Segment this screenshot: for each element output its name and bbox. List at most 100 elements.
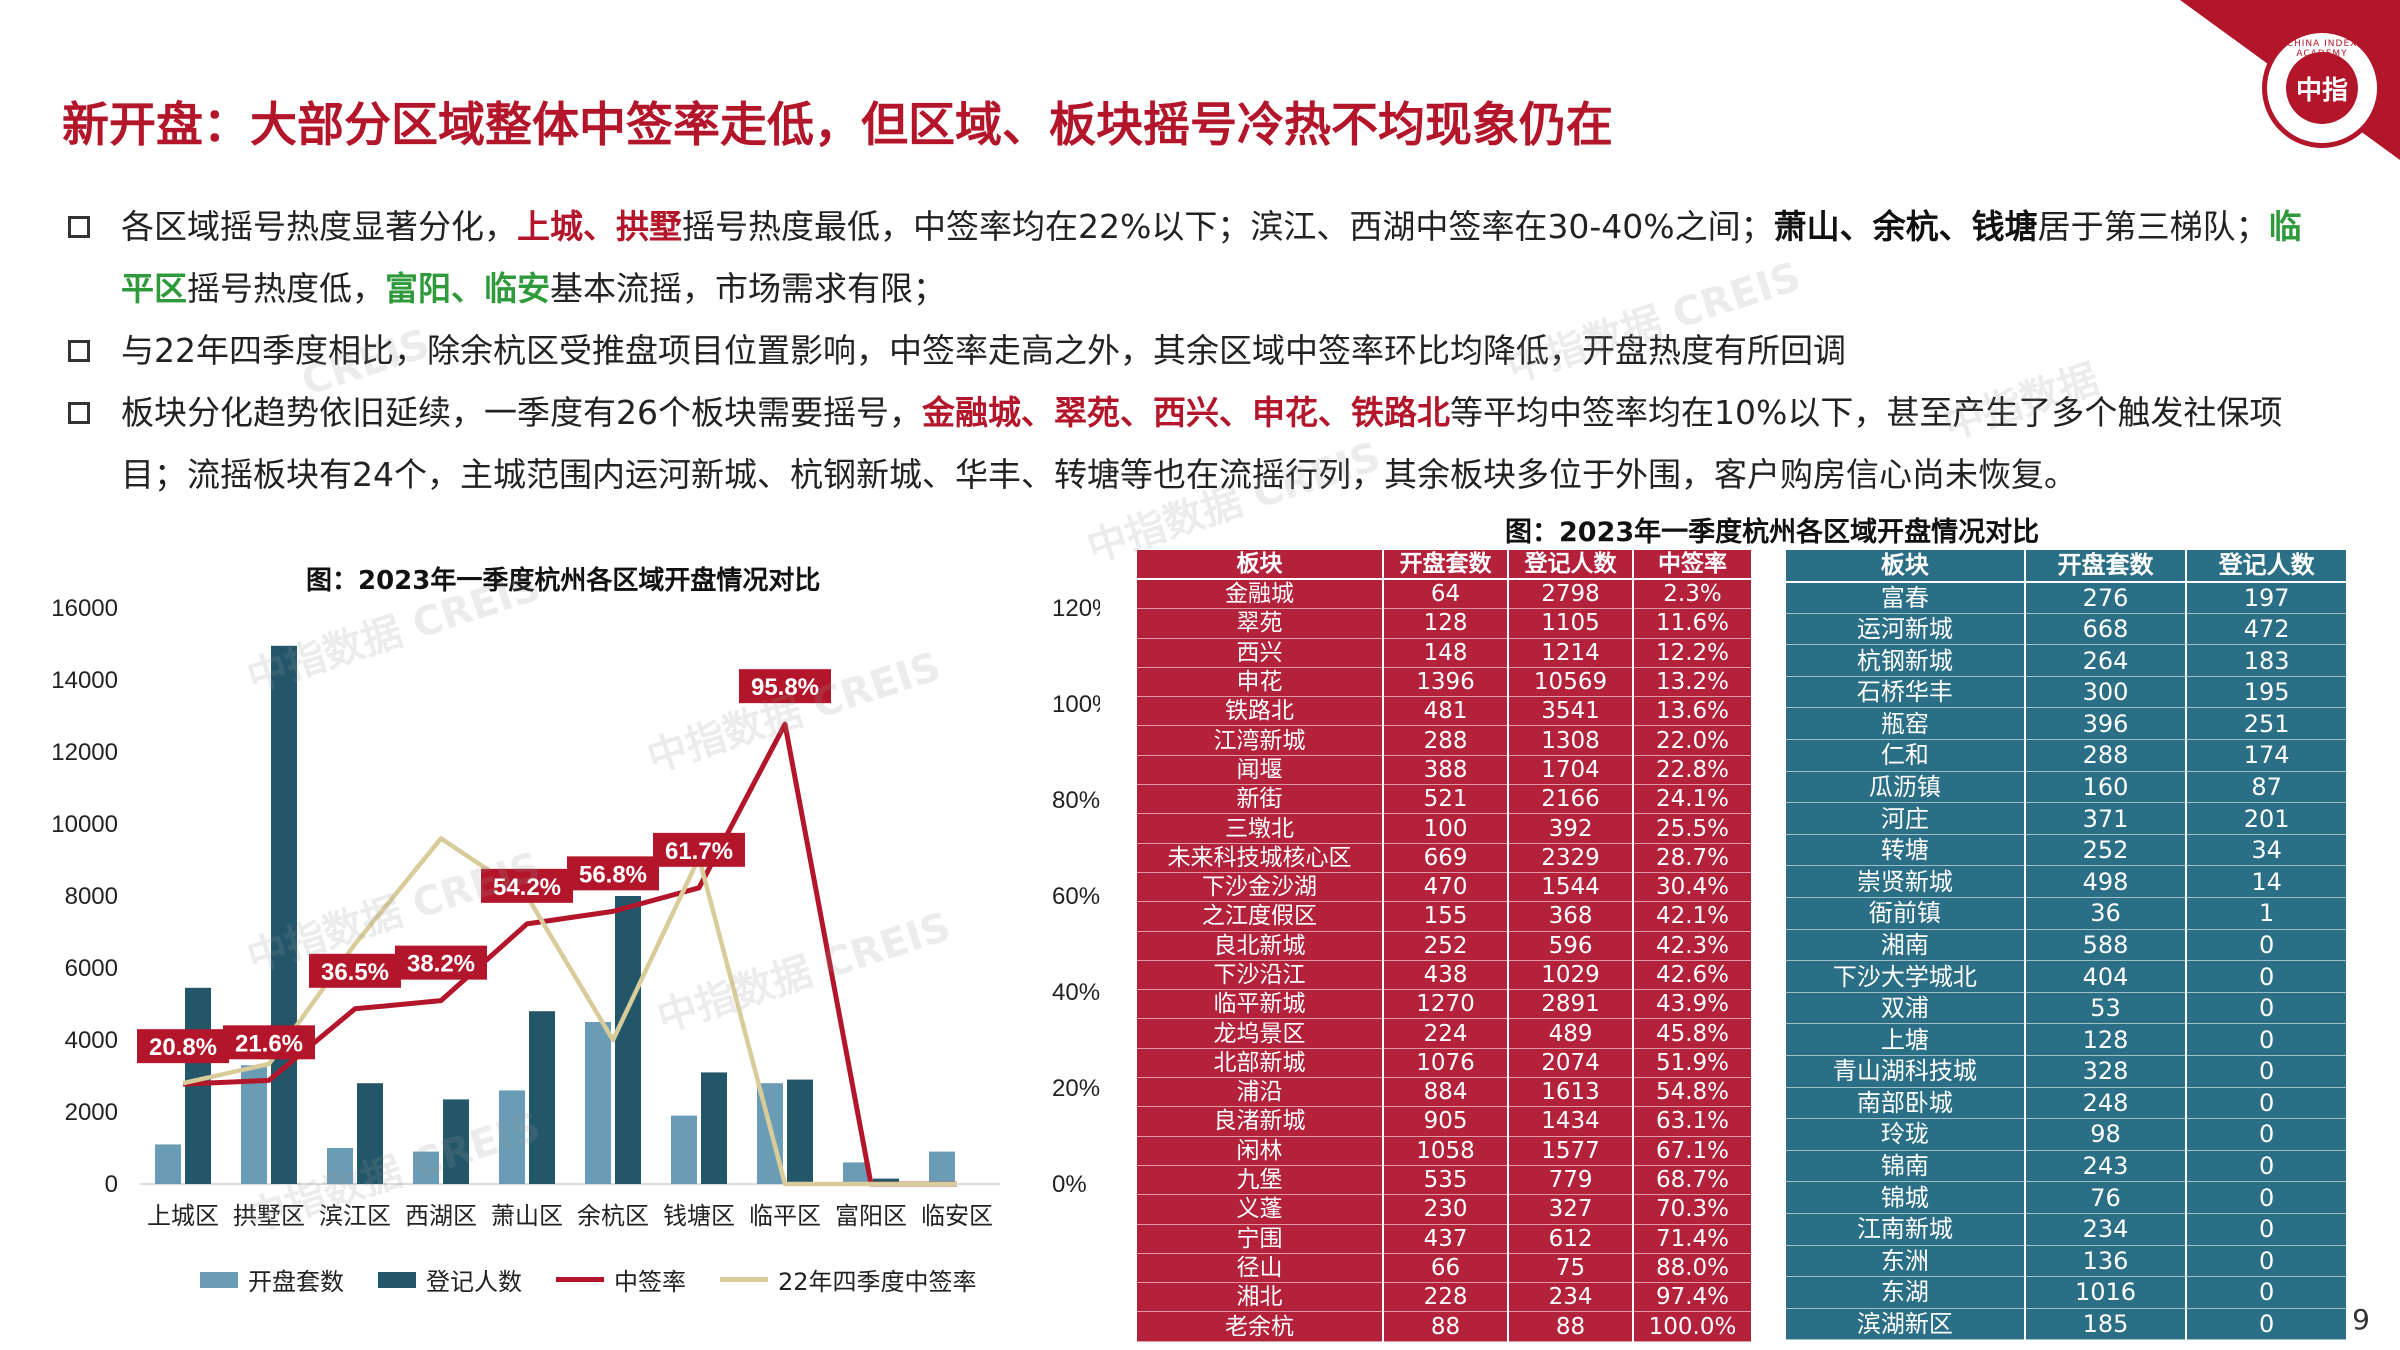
bar-registrants xyxy=(357,1083,383,1184)
table-cell: 新街 xyxy=(1137,784,1384,815)
table-row: 三墩北 100 392 25.5% xyxy=(1137,813,1751,844)
legend-label: 中签率 xyxy=(614,1268,686,1296)
table-cell: 瓶窑 xyxy=(1786,707,2025,741)
table-cell: 128 xyxy=(1382,608,1509,639)
table-cell: 2891 xyxy=(1507,989,1634,1020)
table-row: 闻堰 388 1704 22.8% xyxy=(1137,755,1751,786)
column-header: 登记人数 xyxy=(1507,550,1634,581)
bullet-segment: 与22年四季度相比，除余杭区受推盘项目位置影响，中签率走高之外，其余区域中签率环… xyxy=(121,331,1846,370)
table-cell: 71.4% xyxy=(1632,1224,1751,1254)
y-left-tick-label: 12000 xyxy=(51,739,118,766)
table-cell: 瓜沥镇 xyxy=(1786,771,2025,804)
bullet-segment: 板块分化趋势依旧延续，一季度有26个板块需要摇号， xyxy=(121,393,922,432)
data-label: 56.8% xyxy=(579,861,647,888)
table-cell: 2166 xyxy=(1507,784,1634,815)
chart-title: 图：2023年一季度杭州各区域开盘情况对比 xyxy=(306,566,821,596)
table-cell: 234 xyxy=(2023,1213,2187,1246)
table-cell: 174 xyxy=(2185,739,2346,772)
table-cell: 崇贤新城 xyxy=(1786,865,2025,899)
table-cell: 64 xyxy=(1382,579,1509,610)
table-cell: 201 xyxy=(2185,802,2346,835)
table-row: 富春 276 197 xyxy=(1786,581,2346,614)
table-row: 径山 66 75 88.0% xyxy=(1137,1253,1751,1284)
table-cell: 276 xyxy=(2023,581,2187,614)
bar-opening-units xyxy=(843,1162,869,1184)
table-cell: 24.1% xyxy=(1632,784,1751,815)
table-cell: 东洲 xyxy=(1786,1245,2025,1278)
legend-item: 22年四季度中签率 xyxy=(720,1262,977,1297)
table-row: 东洲 136 0 xyxy=(1786,1245,2346,1278)
table-cell: 青山湖科技城 xyxy=(1786,1055,2025,1088)
bar-registrants xyxy=(787,1079,813,1184)
table-cell: 588 xyxy=(2023,929,2187,962)
column-header: 开盘套数 xyxy=(2023,550,2187,583)
table-cell: 1058 xyxy=(1382,1136,1509,1166)
table-row: 江南新城 234 0 xyxy=(1786,1213,2346,1246)
legend-swatch xyxy=(720,1277,768,1282)
table-cell: 1396 xyxy=(1382,667,1509,698)
table-cell: 521 xyxy=(1382,784,1509,815)
legend-item: 开盘套数 xyxy=(200,1262,344,1297)
table-row: 龙坞景区 224 489 45.8% xyxy=(1137,1018,1751,1049)
table-row: 良北新城 252 596 42.3% xyxy=(1137,931,1751,961)
bar-registrants xyxy=(443,1099,469,1184)
table-cell: 392 xyxy=(1507,813,1634,844)
data-label: 36.5% xyxy=(321,959,389,986)
table-cell: 185 xyxy=(2023,1308,2187,1341)
table-cell: 0 xyxy=(2185,992,2346,1025)
legend-label: 开盘套数 xyxy=(248,1268,344,1296)
y-left-tick-label: 8000 xyxy=(65,883,118,910)
table-cell: 612 xyxy=(1507,1224,1634,1254)
table-row: 老余杭 88 88 100.0% xyxy=(1137,1311,1751,1342)
table-cell: 1016 xyxy=(2023,1276,2187,1309)
table-cell: 0 xyxy=(2185,1181,2346,1214)
table-row: 申花 1396 10569 13.2% xyxy=(1137,667,1751,698)
table-cell: 28.7% xyxy=(1632,843,1751,873)
data-label-box xyxy=(309,953,401,988)
table-row: 仁和 288 174 xyxy=(1786,739,2346,772)
table-row: 下沙沿江 438 1029 42.6% xyxy=(1137,960,1751,991)
table-cell: 江湾新城 xyxy=(1137,725,1384,756)
y-left-tick-label: 0 xyxy=(105,1171,118,1198)
bullet-segment: 各区域摇号热度显著分化， xyxy=(121,207,517,246)
table-cell: 下沙金沙湖 xyxy=(1137,872,1384,903)
table-cell: 42.6% xyxy=(1632,960,1751,991)
table-header-row: 板块 开盘套数 登记人数 xyxy=(1786,550,2346,583)
table-cell: 0 xyxy=(2185,1150,2346,1183)
bullet-segment: 居于第三梯队； xyxy=(2037,207,2269,246)
table-cell: 南部卧城 xyxy=(1786,1087,2025,1120)
table-cell: 2798 xyxy=(1507,579,1634,610)
table-cell: 669 xyxy=(1382,843,1509,873)
y-right-tick-label: 40% xyxy=(1052,979,1100,1006)
table-row: 河庄 371 201 xyxy=(1786,802,2346,835)
table-cell: 51.9% xyxy=(1632,1048,1751,1079)
table-cell: 288 xyxy=(1382,725,1509,756)
column-header: 中签率 xyxy=(1632,550,1751,581)
table-row: 临平新城 1270 2891 43.9% xyxy=(1137,989,1751,1020)
table-cell: 13.6% xyxy=(1632,696,1751,727)
academy-logo: CHINA INDEX ACADEMY 中指 xyxy=(2262,28,2382,148)
table-cell: 30.4% xyxy=(1632,872,1751,903)
table-cell: 63.1% xyxy=(1632,1106,1751,1137)
table-cell: 481 xyxy=(1382,696,1509,727)
table-cell: 良渚新城 xyxy=(1137,1106,1384,1137)
x-tick-label: 临安区 xyxy=(921,1202,993,1230)
table-cell: 江南新城 xyxy=(1786,1213,2025,1246)
table-cell: 1029 xyxy=(1507,960,1634,991)
table-row: 义蓬 230 327 70.3% xyxy=(1137,1194,1751,1225)
table-cell: 2074 xyxy=(1507,1048,1634,1079)
table-cell: 14 xyxy=(2185,865,2346,899)
bullet-segment: 金融城、翠苑、西兴、申花、铁路北 xyxy=(922,393,1450,432)
legend-swatch xyxy=(556,1277,604,1282)
bar-opening-units xyxy=(413,1151,439,1184)
x-tick-label: 钱塘区 xyxy=(663,1202,735,1230)
table-cell: 45.8% xyxy=(1632,1018,1751,1049)
y-right-tick-label: 0% xyxy=(1052,1171,1087,1198)
table-cell: 368 xyxy=(1507,901,1634,932)
lottery-sectors-table: 板块 开盘套数 登记人数 中签率 金融城 64 2798 2.3% 翠苑 128 1105 11.6%… xyxy=(1137,550,1751,1342)
table-cell: 义蓬 xyxy=(1137,1194,1384,1225)
table-cell: 183 xyxy=(2185,644,2346,677)
table-cell: 闲林 xyxy=(1137,1136,1384,1166)
table-cell: 596 xyxy=(1507,931,1634,961)
table-cell: 498 xyxy=(2023,865,2187,899)
